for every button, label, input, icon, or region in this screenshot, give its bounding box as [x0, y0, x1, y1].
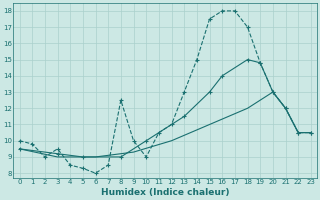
- X-axis label: Humidex (Indice chaleur): Humidex (Indice chaleur): [101, 188, 229, 197]
